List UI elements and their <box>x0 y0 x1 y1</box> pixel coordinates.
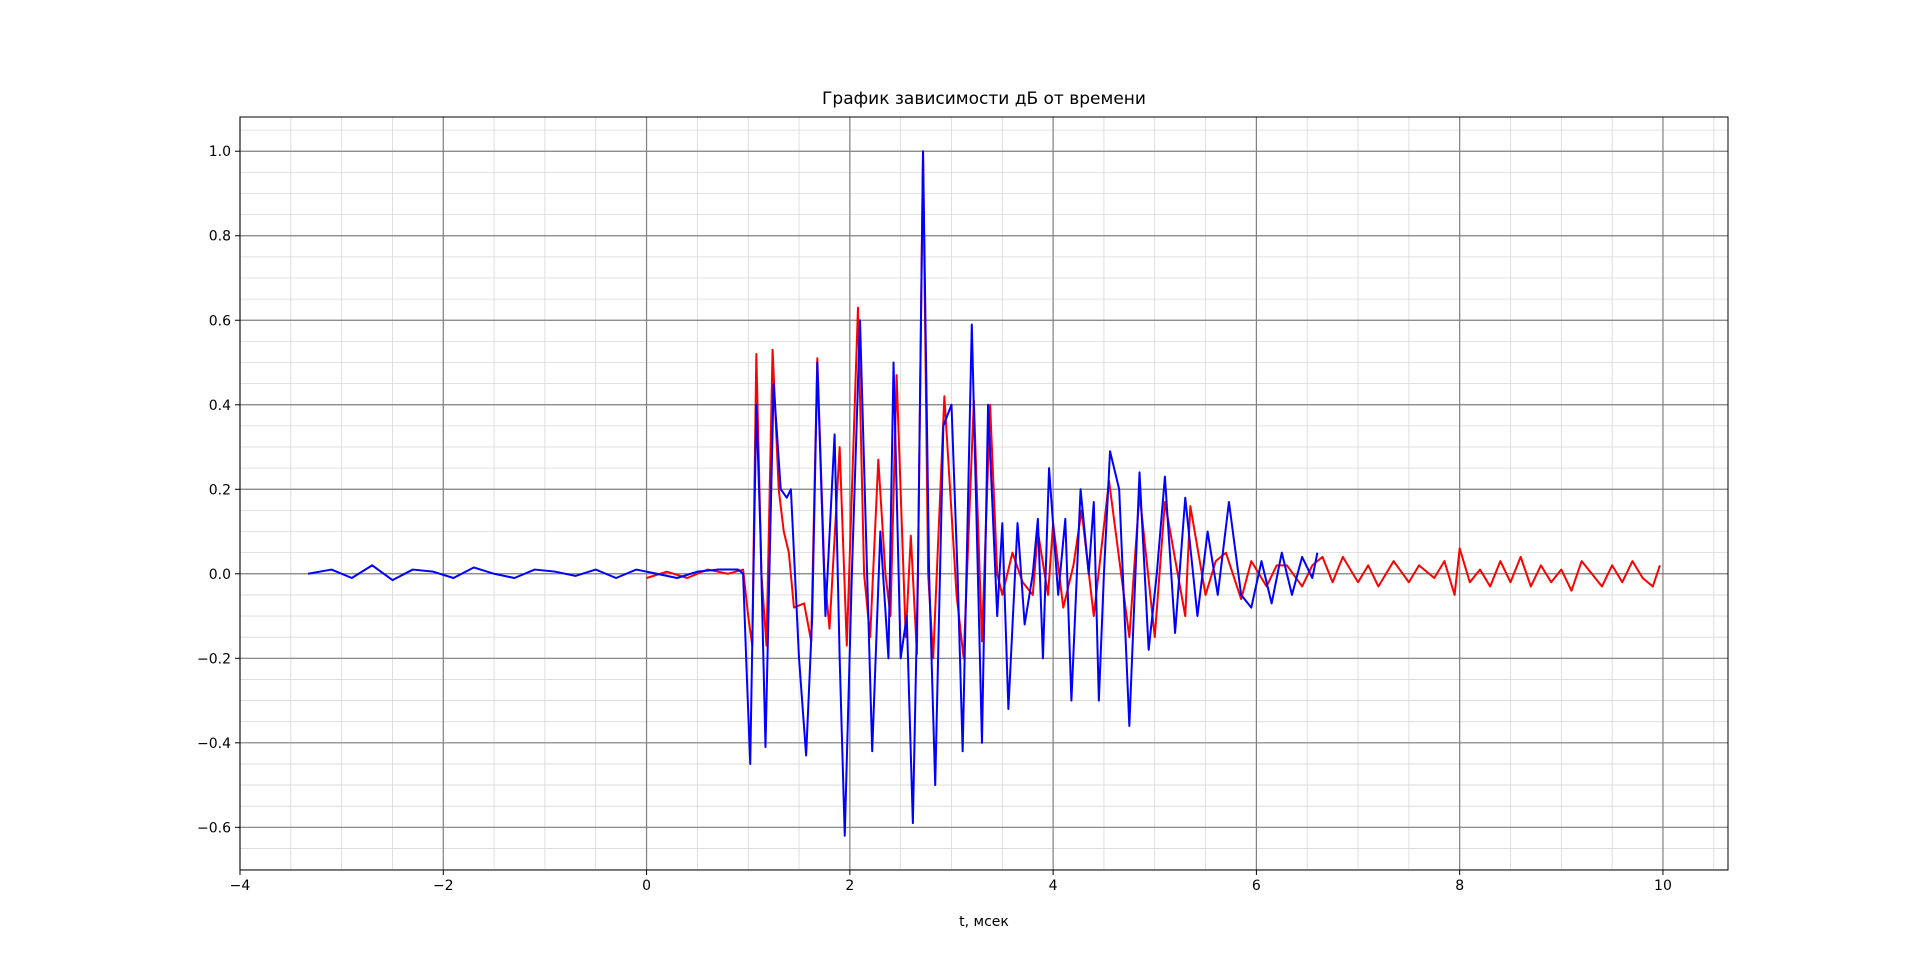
x-tick-label: 10 <box>1654 878 1672 894</box>
y-tick-label: −0.2 <box>197 651 231 667</box>
plot-frame <box>239 116 1729 871</box>
data-line <box>307 150 1319 837</box>
x-axis-label: t, мсек <box>959 914 1009 930</box>
y-tick-label: 0.4 <box>209 398 231 414</box>
y-tick-label: 1.0 <box>209 144 231 160</box>
x-tick-label: 0 <box>642 878 651 894</box>
y-tick-label: 0.0 <box>209 567 231 583</box>
x-tick-label: −4 <box>230 878 251 894</box>
x-tick-label: 8 <box>1455 878 1464 894</box>
x-tick-label: −2 <box>433 878 454 894</box>
y-tick-label: −0.6 <box>197 820 231 836</box>
y-tick-label: 0.8 <box>209 229 231 245</box>
chart-title: График зависимости дБ от времени <box>822 89 1146 109</box>
y-tick-label: −0.4 <box>197 736 231 752</box>
y-tick-label: 0.2 <box>209 482 231 498</box>
x-tick-label: 2 <box>845 878 854 894</box>
x-tick-label: 4 <box>1049 878 1058 894</box>
y-tick-label: 0.6 <box>209 313 231 329</box>
x-tick-label: 6 <box>1252 878 1261 894</box>
